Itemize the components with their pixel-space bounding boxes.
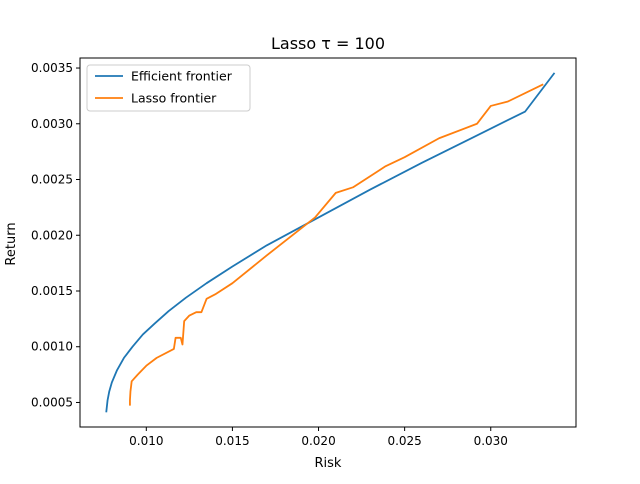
x-tick-label: 0.030 bbox=[474, 434, 508, 448]
x-tick-label: 0.015 bbox=[215, 434, 249, 448]
x-tick-label: 0.010 bbox=[129, 434, 163, 448]
y-tick-label: 0.0020 bbox=[31, 228, 73, 242]
y-tick-label: 0.0030 bbox=[31, 117, 73, 131]
y-axis: 0.0005 0.0010 0.0015 0.0020 0.0025 0.0030 0.00… bbox=[31, 61, 80, 409]
legend-box bbox=[86, 64, 251, 112]
series-line-lasso-frontier bbox=[129, 83, 544, 406]
y-tick-label: 0.0015 bbox=[31, 284, 73, 298]
x-tick-label: 0.020 bbox=[301, 434, 335, 448]
y-tick-label: 0.0035 bbox=[31, 61, 73, 75]
legend-label: Efficient frontier bbox=[131, 69, 233, 84]
y-tick-label: 0.0025 bbox=[31, 173, 73, 187]
chart-title: Lasso τ = 100 bbox=[271, 34, 385, 53]
x-tick-label: 0.025 bbox=[387, 434, 421, 448]
y-tick-label: 0.0010 bbox=[31, 340, 73, 354]
series-layer bbox=[105, 72, 556, 413]
legend: Efficient frontier Lasso frontier bbox=[86, 64, 251, 112]
plot-area bbox=[79, 57, 577, 428]
y-axis-label: Return bbox=[4, 222, 19, 265]
series-line-efficient-frontier bbox=[105, 72, 556, 413]
x-axis-label: Risk bbox=[315, 456, 342, 471]
plot-frame bbox=[79, 57, 577, 428]
y-tick-label: 0.0005 bbox=[31, 395, 73, 409]
legend-label: Lasso frontier bbox=[131, 91, 217, 106]
x-axis: 0.010 0.015 0.020 0.025 0.030 bbox=[129, 427, 508, 448]
